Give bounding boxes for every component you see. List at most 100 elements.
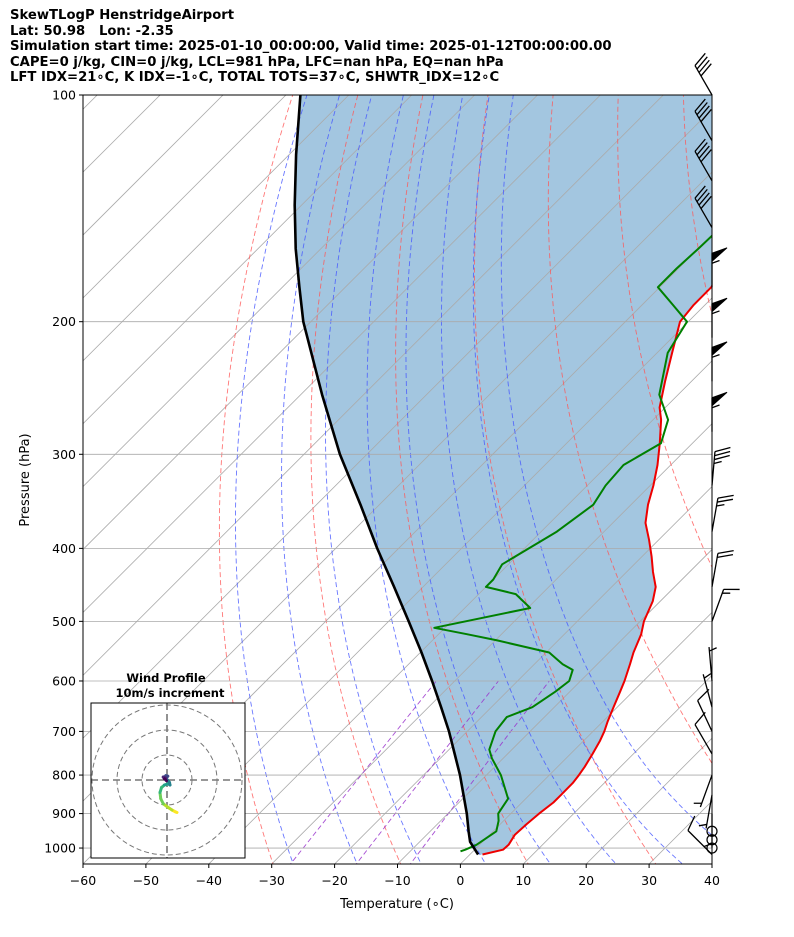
barb-shaft <box>711 589 725 622</box>
y-tick-label: 100 <box>52 88 76 103</box>
wind-barb <box>711 550 734 588</box>
hodograph-segment <box>163 777 168 783</box>
barb-flag-full <box>694 52 706 66</box>
y-tick-label: 700 <box>52 724 76 739</box>
barb-flag-full <box>694 98 706 112</box>
barb-flag-half <box>711 353 720 358</box>
wind-barb <box>708 647 717 682</box>
x-tick-label: 30 <box>641 873 657 888</box>
barb-flag-full <box>717 553 734 558</box>
wind-barb <box>694 98 713 142</box>
isotherm-line <box>83 95 413 425</box>
title-station: SkewTLogP HenstridgeAirport <box>10 8 235 23</box>
barb-flag-half <box>709 647 717 652</box>
y-tick-label: 900 <box>52 806 76 821</box>
barb-pennant <box>711 297 728 313</box>
barb-flag-half <box>698 823 707 827</box>
y-tick-label: 400 <box>52 541 76 556</box>
isotherm-line <box>83 95 601 613</box>
barb-shaft <box>711 451 716 486</box>
moist-adiabat-line <box>405 95 552 864</box>
barb-shaft <box>694 197 713 228</box>
barb-shaft <box>699 774 713 808</box>
x-tick-label: −50 <box>133 873 159 888</box>
moist-adiabat-line <box>472 95 684 864</box>
wind-barb <box>711 341 728 382</box>
x-tick-label: −30 <box>259 873 285 888</box>
negative-area-fill <box>294 95 712 855</box>
barb-flag-full <box>698 105 710 119</box>
x-tick-label: −60 <box>70 873 96 888</box>
barb-flag-full <box>717 498 734 503</box>
parcel-path <box>293 95 480 856</box>
isotherm-line <box>83 95 224 236</box>
wind-barb <box>711 446 731 486</box>
isotherm-line <box>145 297 712 864</box>
barb-flag-half <box>704 842 713 847</box>
barb-flag-full <box>717 550 734 555</box>
barb-shaft <box>694 151 713 182</box>
x-tick-label: 10 <box>515 873 531 888</box>
isotherm-line <box>83 95 476 488</box>
wind-barb <box>698 794 713 829</box>
title-stability: CAPE=0 j/kg, CIN=0 j/kg, LCL=981 hPa, LF… <box>10 54 504 70</box>
barb-flag-half <box>713 460 722 465</box>
dry-adiabat-line <box>747 78 794 867</box>
title-indices: LFT IDX=21∘C, K IDX=-1∘C, TOTAL TOTS=37∘… <box>10 70 500 86</box>
barb-flag-full <box>700 109 712 123</box>
barb-shaft <box>694 65 713 96</box>
x-axis-label: Temperature (∘C) <box>339 897 454 912</box>
barb-flag-full <box>696 102 708 116</box>
dewpoint-profile <box>433 234 712 853</box>
isotherm-line <box>271 423 712 864</box>
moist-adiabat-line <box>281 95 358 864</box>
barb-pennant <box>711 247 728 263</box>
barb-shaft <box>694 724 713 755</box>
barb-flag-full <box>700 149 712 163</box>
wind-barb <box>694 138 713 182</box>
wind-barb <box>711 297 728 338</box>
barb-flag-full <box>714 446 731 453</box>
dry-adiabat-line <box>547 95 712 765</box>
y-tick-label: 1000 <box>44 841 76 856</box>
x-tick-label: −10 <box>384 873 410 888</box>
barb-flag-full <box>714 454 730 461</box>
barb-shaft <box>711 553 719 588</box>
isotherm-line <box>208 360 712 864</box>
x-tick-label: 0 <box>456 873 464 888</box>
barb-shaft <box>697 700 713 732</box>
barb-shaft <box>708 647 713 682</box>
y-tick-label: 800 <box>52 768 76 783</box>
wind-barb <box>711 247 728 288</box>
y-tick-label: 300 <box>52 447 76 462</box>
chart-header: SkewTLogP HenstridgeAirport Lat: 50.98 L… <box>10 8 612 86</box>
barb-flag-full <box>700 63 712 77</box>
mixing-ratio-line <box>289 680 437 864</box>
temperature-profile <box>482 284 712 856</box>
barb-flag-half <box>711 404 720 409</box>
wind-barb <box>711 588 740 622</box>
dry-adiabat-line <box>474 95 657 864</box>
barb-flag-full <box>717 494 734 499</box>
barb-flag-full <box>696 56 708 70</box>
hodograph-subtitle: 10m/s increment <box>116 686 225 700</box>
barb-flag-full <box>694 138 706 152</box>
hodograph-title: Wind Profile <box>126 671 206 685</box>
barb-flag-full <box>698 145 710 159</box>
barb-shaft <box>711 498 719 532</box>
wind-barb <box>697 688 713 732</box>
barb-pennant <box>711 341 728 357</box>
barb-pennant <box>711 391 728 407</box>
x-tick-label: 40 <box>704 873 720 888</box>
isotherm-line <box>83 95 287 299</box>
y-tick-label: 200 <box>52 314 76 329</box>
barb-flag-full <box>696 142 708 156</box>
barb-flag-half <box>711 310 720 315</box>
wind-barb <box>694 711 713 755</box>
hodograph-plot <box>91 703 245 858</box>
moist-adiabat-line <box>500 95 712 836</box>
barb-flag-full <box>694 185 706 199</box>
barb-shaft <box>705 794 713 829</box>
barb-flag-full <box>687 815 696 831</box>
